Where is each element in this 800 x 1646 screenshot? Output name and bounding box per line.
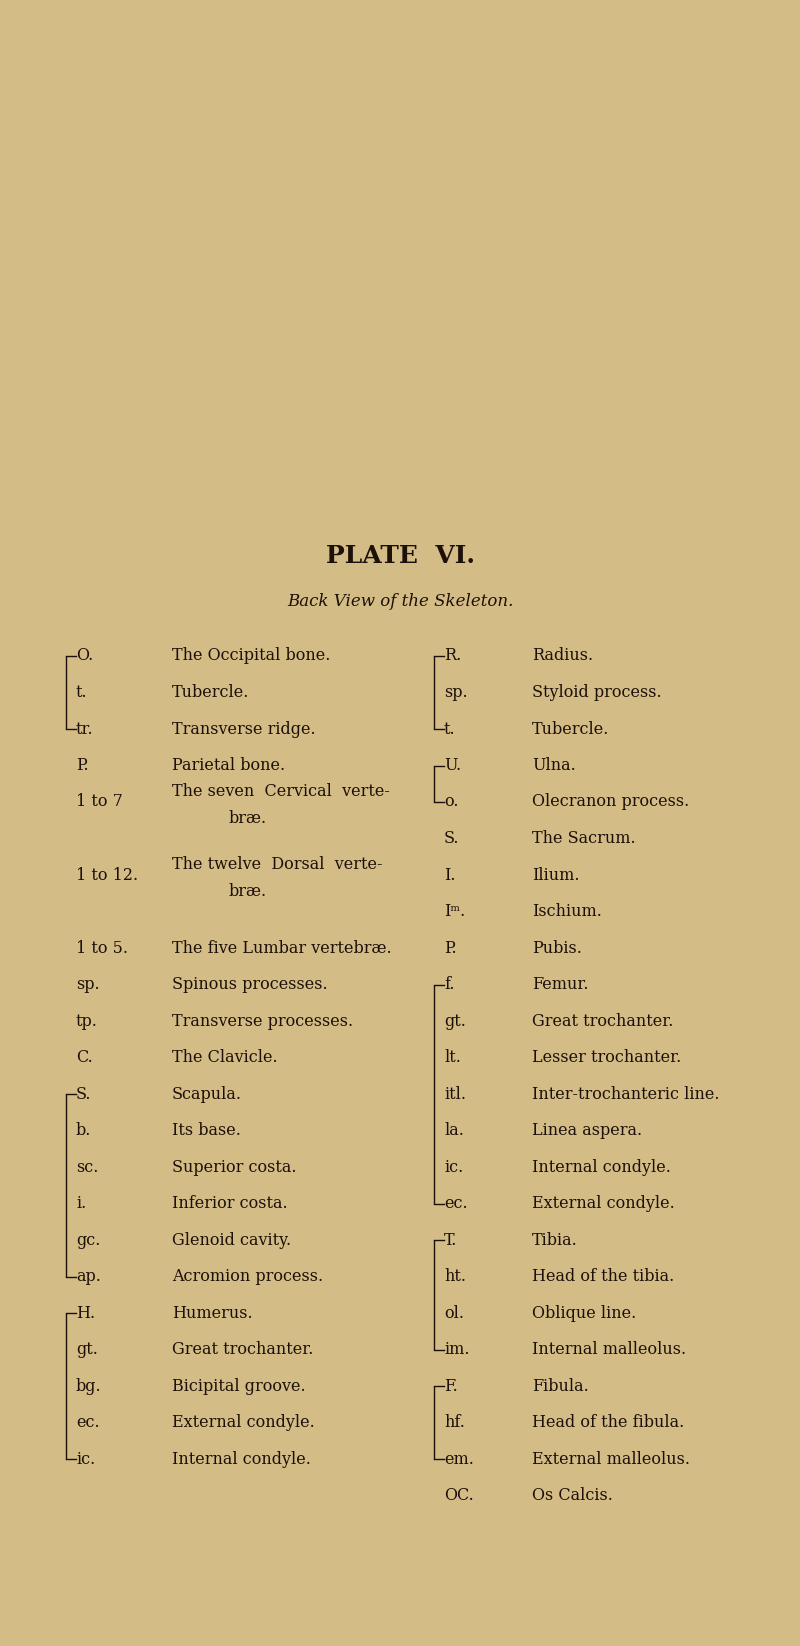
Text: Oblique line.: Oblique line. <box>532 1305 636 1322</box>
Text: S.: S. <box>76 1085 91 1103</box>
Text: Glenoid cavity.: Glenoid cavity. <box>172 1231 291 1249</box>
Text: Transverse ridge.: Transverse ridge. <box>172 721 316 737</box>
Text: i.: i. <box>76 1195 86 1211</box>
Text: t.: t. <box>444 721 456 737</box>
Text: O.: O. <box>76 647 94 665</box>
Text: Fibula.: Fibula. <box>532 1378 589 1394</box>
Text: Ilium.: Ilium. <box>532 866 579 884</box>
Text: Internal condyle.: Internal condyle. <box>532 1159 671 1175</box>
Text: OC.: OC. <box>444 1486 474 1504</box>
Text: 1 to 5.: 1 to 5. <box>76 940 128 956</box>
Text: ol.: ol. <box>444 1305 464 1322</box>
Text: ec.: ec. <box>444 1195 468 1211</box>
Text: Radius.: Radius. <box>532 647 593 665</box>
Text: Olecranon process.: Olecranon process. <box>532 793 690 810</box>
Text: Acromion process.: Acromion process. <box>172 1267 323 1286</box>
Text: o.: o. <box>444 793 458 810</box>
Text: gt.: gt. <box>76 1341 98 1358</box>
Text: Linea aspera.: Linea aspera. <box>532 1123 642 1139</box>
Text: Great trochanter.: Great trochanter. <box>532 1012 674 1029</box>
Text: gc.: gc. <box>76 1231 100 1249</box>
Text: Lesser trochanter.: Lesser trochanter. <box>532 1049 682 1067</box>
Text: Femur.: Femur. <box>532 976 589 993</box>
Text: The twelve  Dorsal  verte-: The twelve Dorsal verte- <box>172 856 382 874</box>
Text: Head of the fibula.: Head of the fibula. <box>532 1414 684 1430</box>
Text: Humerus.: Humerus. <box>172 1305 253 1322</box>
Text: Ischium.: Ischium. <box>532 904 602 920</box>
Text: Spinous processes.: Spinous processes. <box>172 976 328 993</box>
Text: S.: S. <box>444 830 459 848</box>
Text: The seven  Cervical  verte-: The seven Cervical verte- <box>172 783 390 800</box>
Text: tr.: tr. <box>76 721 94 737</box>
Text: Styloid process.: Styloid process. <box>532 685 662 701</box>
Text: Back View of the Skeleton.: Back View of the Skeleton. <box>287 593 513 609</box>
Text: Its base.: Its base. <box>172 1123 241 1139</box>
Text: 1 to 7: 1 to 7 <box>76 793 123 810</box>
Text: Parietal bone.: Parietal bone. <box>172 757 285 774</box>
Text: PLATE  VI.: PLATE VI. <box>326 543 474 568</box>
Text: ap.: ap. <box>76 1267 101 1286</box>
Text: Ulna.: Ulna. <box>532 757 576 774</box>
Text: Bicipital groove.: Bicipital groove. <box>172 1378 306 1394</box>
Text: Pubis.: Pubis. <box>532 940 582 956</box>
Text: C.: C. <box>76 1049 93 1067</box>
Text: Great trochanter.: Great trochanter. <box>172 1341 314 1358</box>
Text: ht.: ht. <box>444 1267 466 1286</box>
Text: U.: U. <box>444 757 461 774</box>
Text: hf.: hf. <box>444 1414 465 1430</box>
Text: The Sacrum.: The Sacrum. <box>532 830 636 848</box>
Text: tp.: tp. <box>76 1012 98 1029</box>
Text: The Clavicle.: The Clavicle. <box>172 1049 278 1067</box>
Text: 1 to 12.: 1 to 12. <box>76 866 138 884</box>
Text: Superior costa.: Superior costa. <box>172 1159 297 1175</box>
Text: bg.: bg. <box>76 1378 102 1394</box>
Text: lt.: lt. <box>444 1049 461 1067</box>
Text: F.: F. <box>444 1378 458 1394</box>
Text: Internal malleolus.: Internal malleolus. <box>532 1341 686 1358</box>
Text: itl.: itl. <box>444 1085 466 1103</box>
Text: t.: t. <box>76 685 88 701</box>
Text: Tubercle.: Tubercle. <box>532 721 610 737</box>
Text: sp.: sp. <box>444 685 468 701</box>
Text: The five Lumbar vertebræ.: The five Lumbar vertebræ. <box>172 940 392 956</box>
Text: Scapula.: Scapula. <box>172 1085 242 1103</box>
Text: f.: f. <box>444 976 454 993</box>
Text: Inter-trochanteric line.: Inter-trochanteric line. <box>532 1085 719 1103</box>
Text: H.: H. <box>76 1305 95 1322</box>
Text: ic.: ic. <box>76 1450 95 1468</box>
Text: P.: P. <box>76 757 89 774</box>
Text: sc.: sc. <box>76 1159 98 1175</box>
Text: Transverse processes.: Transverse processes. <box>172 1012 353 1029</box>
Text: bræ.: bræ. <box>228 882 266 900</box>
Text: External malleolus.: External malleolus. <box>532 1450 690 1468</box>
Text: I.: I. <box>444 866 455 884</box>
Text: la.: la. <box>444 1123 464 1139</box>
Text: External condyle.: External condyle. <box>172 1414 314 1430</box>
Text: Head of the tibia.: Head of the tibia. <box>532 1267 674 1286</box>
Text: b.: b. <box>76 1123 91 1139</box>
Text: ec.: ec. <box>76 1414 100 1430</box>
Text: bræ.: bræ. <box>228 810 266 826</box>
Text: Inferior costa.: Inferior costa. <box>172 1195 288 1211</box>
Text: gt.: gt. <box>444 1012 466 1029</box>
Text: Os Calcis.: Os Calcis. <box>532 1486 613 1504</box>
Text: Tubercle.: Tubercle. <box>172 685 250 701</box>
Text: Internal condyle.: Internal condyle. <box>172 1450 311 1468</box>
Text: ic.: ic. <box>444 1159 463 1175</box>
Text: Tibia.: Tibia. <box>532 1231 578 1249</box>
Text: P.: P. <box>444 940 457 956</box>
Text: R.: R. <box>444 647 462 665</box>
Text: The Occipital bone.: The Occipital bone. <box>172 647 330 665</box>
Text: Iᵐ.: Iᵐ. <box>444 904 466 920</box>
Text: T.: T. <box>444 1231 458 1249</box>
Text: em.: em. <box>444 1450 474 1468</box>
Text: sp.: sp. <box>76 976 100 993</box>
Text: im.: im. <box>444 1341 470 1358</box>
Text: External condyle.: External condyle. <box>532 1195 674 1211</box>
